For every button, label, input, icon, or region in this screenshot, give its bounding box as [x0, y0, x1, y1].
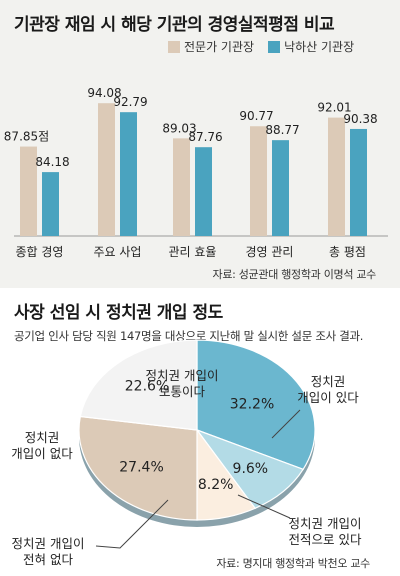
- pie-category-label: 정치권 개입이 없다: [11, 430, 73, 461]
- bar-chart-legend: 전문가 기관장 낙하산 기관장: [168, 38, 368, 55]
- bar-chart-panel: 기관장 재임 시 해당 기관의 경영실적평점 비교 전문가 기관장 낙하산 기관…: [0, 0, 400, 288]
- bar-value-label: 92.01: [317, 101, 351, 115]
- bar-value-label: 90.38: [343, 112, 377, 126]
- bar-category-label: 총 평점: [329, 245, 366, 259]
- pie-category-label: 정치권 개입이 보통이다: [146, 368, 219, 399]
- pie-category-label: 정치권 개입이 전적으로 있다: [289, 516, 362, 547]
- pie-leader-line: [95, 499, 169, 549]
- legend-item-parachute: 낙하산 기관장: [268, 38, 354, 55]
- bar-value-label: 87.85점: [4, 130, 49, 144]
- bar-expert-3: [250, 126, 267, 236]
- pie-slice-4: [79, 339, 198, 431]
- pie-leader-line: [271, 409, 301, 439]
- pie-chart-subtitle: 공기업 인사 담당 직원 147명을 대상으로 지난해 말 실시한 설문 조사 …: [14, 329, 364, 343]
- legend-swatch-parachute: [268, 40, 281, 53]
- bar-value-label: 87.76: [188, 130, 222, 144]
- bar-value-label: 88.77: [265, 123, 299, 137]
- bar-expert-0: [20, 146, 37, 236]
- pie-percent-label: 9.6%: [233, 461, 269, 477]
- bar-chart-title: 기관장 재임 시 해당 기관의 경영실적평점 비교: [14, 15, 335, 35]
- legend-label-expert: 전문가 기관장: [184, 40, 255, 54]
- bar-parachute-4: [350, 128, 367, 236]
- pie-percent-label: 8.2%: [198, 477, 234, 493]
- bar-chart-source: 자료: 성균관대 행정학과 이명석 교수: [212, 268, 377, 281]
- bar-category-label: 주요 사업: [94, 245, 142, 259]
- pie-chart-title: 사장 선임 시 정치권 개입 정도: [14, 303, 223, 323]
- bar-value-label: 92.79: [113, 95, 147, 109]
- bar-category-label: 관리 효율: [169, 245, 217, 259]
- legend-label-parachute: 낙하산 기관장: [284, 40, 355, 54]
- pie-chart-panel: 사장 선임 시 정치권 개입 정도 공기업 인사 담당 직원 147명을 대상으…: [0, 290, 400, 576]
- bar-expert-1: [98, 103, 115, 236]
- bar-parachute-3: [272, 140, 289, 236]
- bar-parachute-2: [195, 147, 212, 236]
- bar-expert-4: [328, 117, 345, 236]
- legend-item-expert: 전문가 기관장: [168, 38, 254, 55]
- pie-category-label: 정치권 개입이 전혀 없다: [12, 536, 85, 567]
- pie-percent-label: 22.6%: [125, 379, 169, 395]
- bar-value-label: 90.77: [239, 109, 273, 123]
- pie-leader-line: [237, 494, 291, 519]
- bar-expert-2: [173, 138, 190, 236]
- bar-category-label: 종합 경영: [16, 245, 64, 259]
- bar-parachute-1: [120, 112, 137, 236]
- pie-percent-label: 32.2%: [230, 397, 274, 413]
- bar-category-label: 경영 관리: [246, 245, 294, 259]
- bar-parachute-0: [42, 172, 59, 236]
- bar-value-label: 89.03: [162, 121, 196, 135]
- pie-slice-0: [196, 339, 316, 471]
- bar-value-label: 94.08: [87, 86, 121, 100]
- legend-swatch-expert: [168, 40, 180, 53]
- pie-category-label: 정치권 개입이 있다: [297, 374, 359, 405]
- pie-chart-source: 자료: 명지대 행정학과 박천오 교수: [216, 557, 370, 570]
- pie-percent-label: 27.4%: [119, 459, 163, 475]
- pie-slice-3: [78, 415, 198, 521]
- bar-value-label: 84.18: [35, 155, 69, 169]
